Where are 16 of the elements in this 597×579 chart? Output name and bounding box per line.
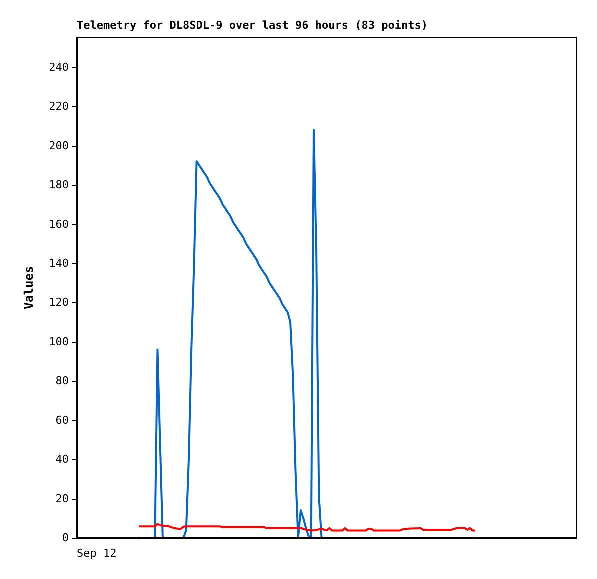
y-tick-label: 160 [49, 218, 69, 231]
y-tick-label: 80 [56, 374, 69, 388]
y-tick-label: 40 [56, 453, 69, 466]
y-tick-label: 200 [49, 139, 69, 152]
y-tick-label: 180 [49, 178, 69, 192]
y-tick-label: 20 [56, 492, 69, 506]
y-tick-label: 100 [49, 335, 69, 348]
y-tick-label: 140 [49, 256, 69, 270]
y-axis-title: Values [22, 266, 36, 310]
y-tick-label: 220 [49, 100, 69, 114]
text: Sep 12 [76, 547, 117, 560]
y-tick-label: 60 [56, 414, 69, 427]
y-tick-label: 120 [49, 296, 69, 310]
y-tick-label: 240 [49, 60, 69, 74]
chart-title: Telemetry for DL8SDL-9 over last 96 hours (83 points) [77, 19, 428, 32]
y-tick-label: 0 [62, 532, 69, 544]
